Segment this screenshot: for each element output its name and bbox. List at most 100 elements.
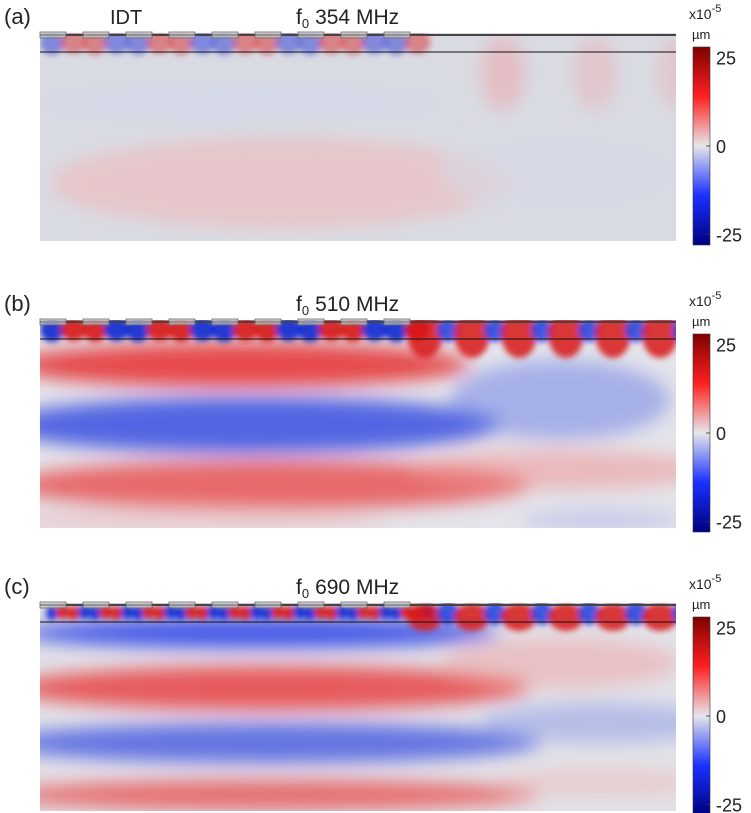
- title-subscript: 0: [302, 16, 309, 31]
- colorbar-scale: x10-5: [689, 290, 721, 309]
- surface-spot: [163, 605, 177, 619]
- field-band: [440, 638, 676, 688]
- idt-electrode: [297, 31, 325, 39]
- surface-spot: [340, 33, 366, 55]
- idt-electrode: [211, 31, 239, 39]
- field-plot: [40, 33, 676, 241]
- idt-electrode: [168, 601, 196, 609]
- panel-label: (b): [4, 291, 31, 316]
- surface-spot: [318, 33, 345, 54]
- surface-spot: [82, 33, 108, 55]
- field-band: [50, 138, 510, 228]
- surface-spot: [282, 606, 295, 620]
- field-band: [40, 397, 500, 453]
- surface-spot: [642, 603, 676, 631]
- idt-electrode: [82, 601, 110, 609]
- surface-spot: [232, 320, 259, 341]
- surface-spot: [206, 605, 220, 619]
- field-band: [40, 666, 530, 710]
- idt-electrode: [39, 31, 67, 39]
- surface-spot: [40, 33, 65, 55]
- surface-spot: [318, 320, 345, 341]
- surface-spot: [454, 603, 490, 631]
- surface-spot: [142, 605, 156, 619]
- field-band: [40, 343, 470, 387]
- field-bands: [40, 343, 676, 528]
- idt-electrode: [340, 601, 368, 609]
- idt-electrode: [383, 31, 411, 39]
- surface-spot: [383, 320, 409, 342]
- idt-electrode: [254, 31, 282, 39]
- panel-title: f0 510 MHz: [296, 293, 399, 318]
- surface-spot: [531, 320, 553, 342]
- idt-electrode: [125, 601, 153, 609]
- idt-electrode: [39, 318, 67, 326]
- surface-spot: [303, 606, 317, 620]
- surface-spot: [454, 320, 490, 358]
- colorbar-scale: x10-5: [689, 3, 721, 22]
- colorbar-unit: µm: [692, 597, 710, 612]
- title-symbol: f: [296, 576, 302, 599]
- surface-spot: [484, 320, 506, 342]
- idt-electrode: [383, 601, 411, 609]
- surface-spot: [232, 33, 259, 54]
- surface-spot: [60, 33, 87, 54]
- surface-spot: [56, 605, 70, 619]
- surface-spot: [389, 606, 403, 620]
- surface-spot: [292, 605, 306, 619]
- field-plot: [40, 603, 676, 811]
- colorbar-tick-label: -25: [716, 795, 742, 813]
- idt-electrode: [340, 31, 368, 39]
- surface-spot: [228, 605, 242, 619]
- surface-spot: [146, 320, 173, 341]
- surface-waves: [40, 33, 431, 55]
- surface-spot: [103, 33, 130, 54]
- surface-spot: [484, 603, 506, 625]
- scale-exponent: -5: [712, 573, 722, 585]
- panel-title: f0 354 MHz: [296, 6, 399, 31]
- surface-spot: [189, 33, 216, 54]
- idt-electrode: [297, 318, 325, 326]
- colorbar-tick-label: 25: [716, 49, 736, 69]
- field-bands: [40, 35, 676, 228]
- title-text: 510 MHz: [315, 293, 399, 316]
- colorbar-tick-label: -25: [716, 512, 742, 532]
- surface-spot: [99, 605, 113, 619]
- surface-spot: [531, 603, 553, 625]
- surface-spot: [103, 320, 130, 341]
- surface-spot: [672, 320, 676, 340]
- field-plot: [40, 320, 676, 528]
- field-band: [40, 81, 450, 125]
- field-band: [410, 450, 676, 490]
- surface-spot: [110, 606, 123, 620]
- field-band: [40, 723, 540, 763]
- surface-spot: [125, 320, 151, 342]
- title-text: 690 MHz: [315, 576, 399, 599]
- surface-spot: [120, 605, 134, 619]
- field-band: [450, 360, 670, 440]
- surface-spot: [185, 605, 199, 619]
- colorbar-unit: µm: [692, 27, 710, 42]
- scale-base: x10: [689, 293, 712, 309]
- scale-base: x10: [689, 576, 712, 592]
- colorbar-tick-label: 25: [716, 336, 736, 356]
- surface-spot: [595, 603, 631, 631]
- surface-spot: [45, 606, 59, 620]
- surface-spot: [314, 605, 328, 619]
- surface-spot: [146, 33, 173, 54]
- surface-spot: [346, 606, 360, 620]
- idt-electrode: [82, 318, 110, 326]
- surface-spot: [672, 603, 676, 623]
- surface-spot: [361, 320, 388, 341]
- surface-spot: [40, 320, 65, 342]
- surface-spot: [189, 320, 216, 341]
- surface-waves: [45, 603, 676, 631]
- idt-electrode: [211, 318, 239, 326]
- surface-spot: [168, 33, 194, 55]
- field-band: [658, 35, 676, 111]
- colorbar-scale: x10-5: [689, 573, 721, 592]
- scale-exponent: -5: [712, 290, 722, 302]
- surface-spot: [335, 605, 349, 619]
